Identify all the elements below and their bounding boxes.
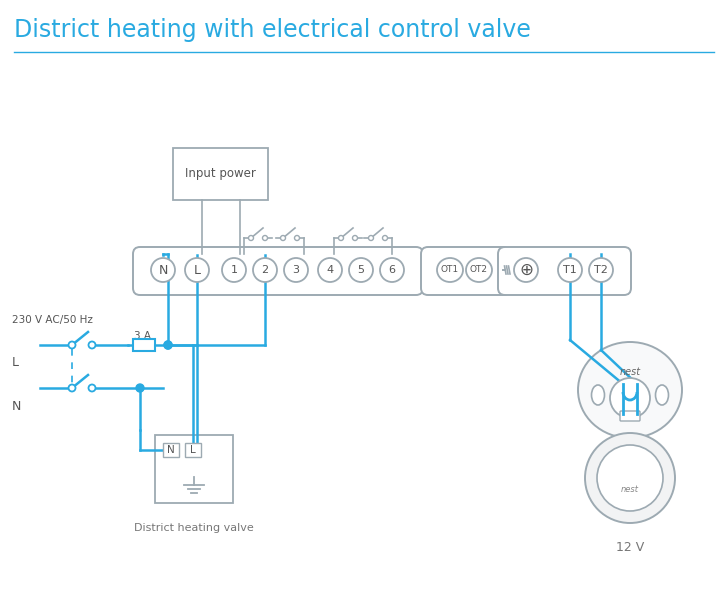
Circle shape <box>185 258 209 282</box>
Circle shape <box>284 258 308 282</box>
Text: ⊕: ⊕ <box>519 261 533 279</box>
Circle shape <box>253 258 277 282</box>
Text: 2: 2 <box>261 265 269 275</box>
Text: T1: T1 <box>563 265 577 275</box>
Text: 12 V: 12 V <box>616 541 644 554</box>
Circle shape <box>263 235 267 241</box>
FancyBboxPatch shape <box>421 247 510 295</box>
Text: 3 A: 3 A <box>134 331 151 341</box>
Circle shape <box>89 384 95 391</box>
Text: 1: 1 <box>231 265 237 275</box>
FancyBboxPatch shape <box>133 247 423 295</box>
Circle shape <box>589 258 613 282</box>
Text: T2: T2 <box>594 265 608 275</box>
Circle shape <box>514 258 538 282</box>
Ellipse shape <box>578 342 682 438</box>
Circle shape <box>610 378 650 418</box>
Bar <box>133 339 155 351</box>
Circle shape <box>558 258 582 282</box>
Text: District heating with electrical control valve: District heating with electrical control… <box>14 18 531 42</box>
Text: OT2: OT2 <box>470 266 488 274</box>
Bar <box>173 148 268 200</box>
Bar <box>155 435 233 503</box>
Circle shape <box>352 235 357 241</box>
Circle shape <box>151 258 175 282</box>
Text: nest: nest <box>621 485 639 494</box>
Ellipse shape <box>466 258 492 282</box>
Text: 4: 4 <box>326 265 333 275</box>
Circle shape <box>295 235 299 241</box>
Text: OT1: OT1 <box>441 266 459 274</box>
Circle shape <box>597 445 663 511</box>
Circle shape <box>68 342 76 349</box>
Circle shape <box>585 433 675 523</box>
Ellipse shape <box>592 385 604 405</box>
Text: L: L <box>194 264 200 276</box>
Circle shape <box>380 258 404 282</box>
Text: L: L <box>12 356 19 369</box>
Circle shape <box>136 384 144 392</box>
Circle shape <box>318 258 342 282</box>
Text: N: N <box>12 400 21 412</box>
Circle shape <box>89 342 95 349</box>
Circle shape <box>339 235 344 241</box>
Circle shape <box>349 258 373 282</box>
Text: nest: nest <box>620 367 641 377</box>
Circle shape <box>222 258 246 282</box>
Ellipse shape <box>437 258 463 282</box>
FancyBboxPatch shape <box>498 247 631 295</box>
Text: Input power: Input power <box>185 168 256 181</box>
Text: 3: 3 <box>293 265 299 275</box>
Bar <box>185 443 201 457</box>
Text: 5: 5 <box>357 265 365 275</box>
FancyBboxPatch shape <box>620 411 640 421</box>
Circle shape <box>68 384 76 391</box>
Text: L: L <box>190 445 196 455</box>
Text: 230 V AC/50 Hz: 230 V AC/50 Hz <box>12 315 93 325</box>
Circle shape <box>248 235 253 241</box>
Text: 6: 6 <box>389 265 395 275</box>
Circle shape <box>280 235 285 241</box>
Text: District heating valve: District heating valve <box>134 523 254 533</box>
Text: N: N <box>167 445 175 455</box>
Circle shape <box>164 341 172 349</box>
Ellipse shape <box>655 385 668 405</box>
Circle shape <box>164 341 172 349</box>
Circle shape <box>368 235 373 241</box>
Circle shape <box>382 235 387 241</box>
Text: N: N <box>158 264 167 276</box>
Bar <box>163 443 179 457</box>
